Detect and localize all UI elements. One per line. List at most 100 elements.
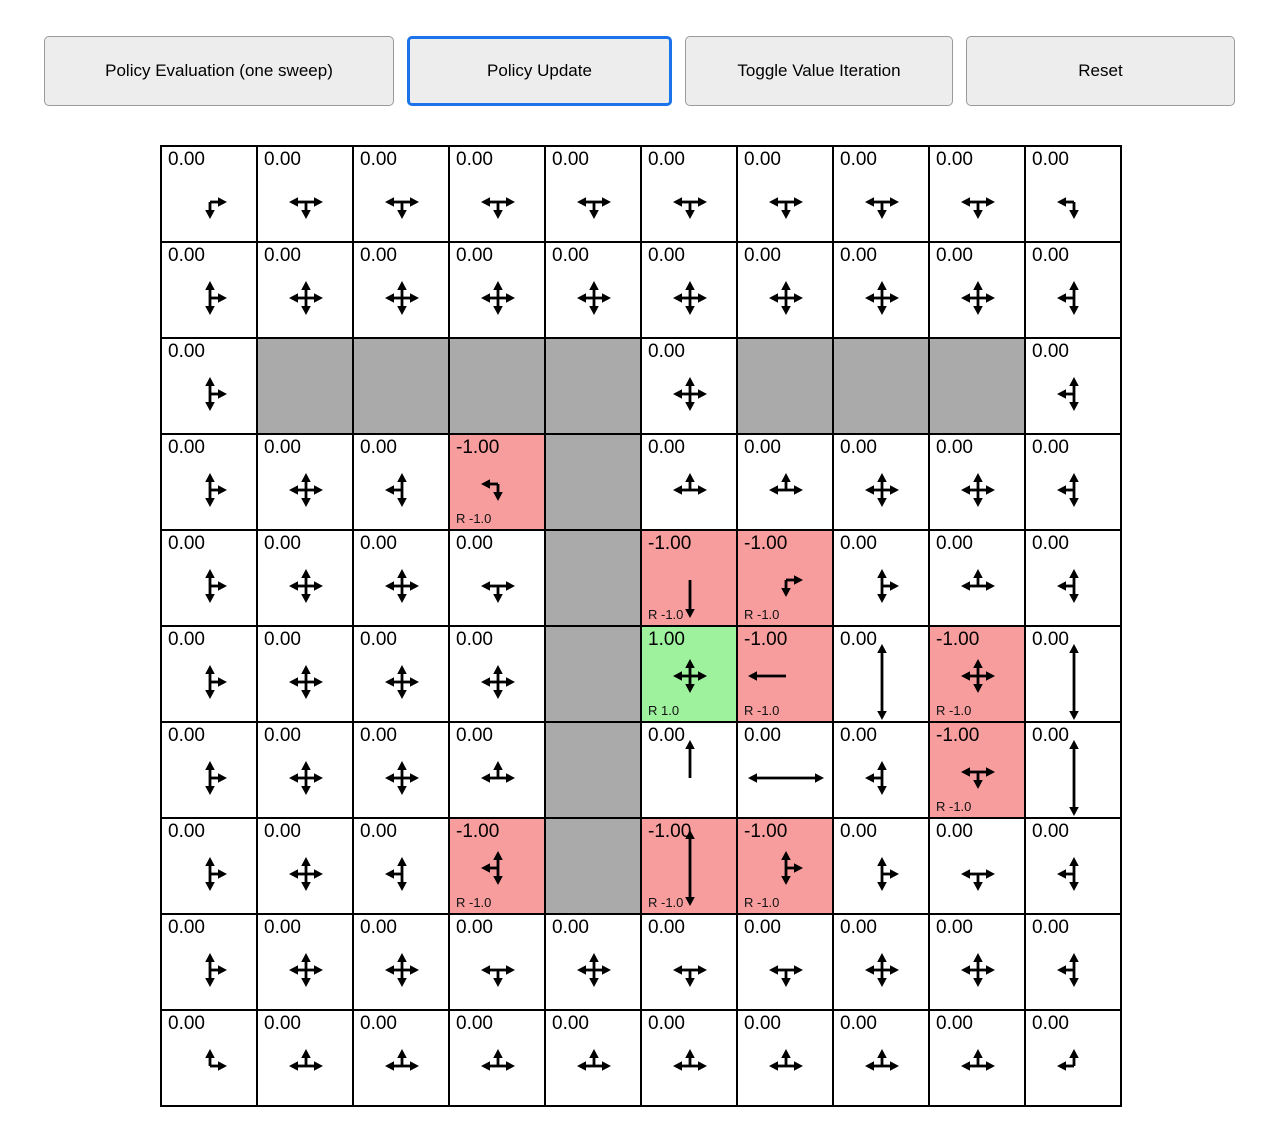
grid-cell[interactable]: 0.00 — [160, 1009, 258, 1107]
grid-cell[interactable]: 0.00 — [160, 529, 258, 627]
grid-cell[interactable]: 0.00 — [160, 337, 258, 435]
cell-reward: R -1.0 — [456, 511, 492, 526]
grid-cell[interactable]: -1.00 R -1.0 — [928, 625, 1026, 723]
grid-cell[interactable]: 0.00 — [1024, 817, 1122, 915]
grid-cell[interactable]: 0.00 — [448, 145, 546, 243]
grid-cell[interactable]: -1.00 R -1.0 — [640, 529, 738, 627]
grid-cell[interactable]: 0.00 — [832, 625, 930, 723]
grid-cell[interactable]: 0.00 — [736, 1009, 834, 1107]
grid-cell[interactable]: 0.00 — [640, 721, 738, 819]
grid-cell[interactable]: 0.00 — [928, 433, 1026, 531]
grid-cell[interactable]: 0.00 — [928, 529, 1026, 627]
grid-cell[interactable]: 0.00 — [352, 817, 450, 915]
grid-cell[interactable]: 0.00 — [928, 1009, 1026, 1107]
grid-cell[interactable]: 0.00 — [1024, 145, 1122, 243]
grid-cell[interactable]: 0.00 — [352, 913, 450, 1011]
grid-cell[interactable]: 0.00 — [352, 433, 450, 531]
grid-cell[interactable]: 0.00 — [1024, 433, 1122, 531]
grid-cell[interactable]: -1.00 R -1.0 — [640, 817, 738, 915]
grid-cell[interactable]: 0.00 — [1024, 721, 1122, 819]
grid-cell[interactable]: 0.00 — [640, 1009, 738, 1107]
cell-value: -1.00 — [456, 437, 500, 458]
grid-cell[interactable]: 0.00 — [352, 721, 450, 819]
grid-cell[interactable]: 0.00 — [160, 145, 258, 243]
grid-cell[interactable]: -1.00 R -1.0 — [736, 817, 834, 915]
grid-cell[interactable]: 0.00 — [544, 1009, 642, 1107]
grid-cell[interactable]: 0.00 — [928, 913, 1026, 1011]
grid-cell[interactable]: 0.00 — [832, 817, 930, 915]
grid-cell[interactable]: 0.00 — [1024, 913, 1122, 1011]
grid-cell[interactable]: 0.00 — [640, 337, 738, 435]
grid-cell[interactable]: 0.00 — [928, 145, 1026, 243]
grid-cell[interactable]: 0.00 — [544, 145, 642, 243]
grid-cell[interactable]: 1.00 R 1.0 — [640, 625, 738, 723]
grid-cell[interactable]: 0.00 — [736, 721, 834, 819]
grid-cell[interactable]: 0.00 — [256, 721, 354, 819]
grid-cell[interactable]: 0.00 — [1024, 241, 1122, 339]
grid-cell[interactable]: 0.00 — [928, 817, 1026, 915]
reset-button[interactable]: Reset — [966, 36, 1235, 106]
grid-cell[interactable]: 0.00 — [352, 1009, 450, 1107]
grid-cell[interactable]: 0.00 — [640, 913, 738, 1011]
grid-cell[interactable]: -1.00 R -1.0 — [448, 817, 546, 915]
grid-cell[interactable]: 0.00 — [640, 145, 738, 243]
grid-cell[interactable]: 0.00 — [352, 625, 450, 723]
policy-update-button[interactable]: Policy Update — [407, 36, 672, 106]
grid-cell[interactable]: 0.00 — [832, 721, 930, 819]
grid-cell[interactable]: 0.00 — [832, 529, 930, 627]
grid-cell[interactable]: 0.00 — [160, 241, 258, 339]
grid-cell[interactable]: 0.00 — [832, 913, 930, 1011]
grid-cell[interactable]: 0.00 — [352, 145, 450, 243]
cell-reward: R -1.0 — [456, 895, 492, 910]
grid-cell[interactable]: 0.00 — [160, 817, 258, 915]
grid-cell[interactable]: 0.00 — [160, 625, 258, 723]
grid-cell[interactable]: 0.00 — [448, 1009, 546, 1107]
grid-cell[interactable]: 0.00 — [736, 241, 834, 339]
grid-cell[interactable]: 0.00 — [256, 241, 354, 339]
grid-cell[interactable]: 0.00 — [1024, 1009, 1122, 1107]
grid-cell[interactable]: 0.00 — [256, 145, 354, 243]
grid-cell[interactable]: 0.00 — [448, 721, 546, 819]
grid-cell[interactable]: -1.00 R -1.0 — [448, 433, 546, 531]
grid-cell[interactable]: -1.00 R -1.0 — [928, 721, 1026, 819]
grid-cell[interactable]: 0.00 — [832, 433, 930, 531]
grid-cell[interactable]: 0.00 — [448, 241, 546, 339]
grid-cell[interactable]: 0.00 — [640, 433, 738, 531]
grid-cell[interactable]: 0.00 — [256, 1009, 354, 1107]
grid-cell[interactable]: 0.00 — [832, 1009, 930, 1107]
toggle-value-iteration-button[interactable]: Toggle Value Iteration — [685, 36, 953, 106]
cell-value: 0.00 — [936, 533, 973, 554]
grid-cell[interactable]: 0.00 — [160, 721, 258, 819]
grid-cell[interactable]: 0.00 — [352, 529, 450, 627]
grid-cell[interactable]: 0.00 — [256, 625, 354, 723]
grid-cell[interactable]: -1.00 R -1.0 — [736, 625, 834, 723]
cell-value: 0.00 — [840, 149, 877, 170]
grid-cell[interactable]: 0.00 — [256, 433, 354, 531]
grid-cell[interactable]: 0.00 — [1024, 337, 1122, 435]
grid-cell[interactable]: 0.00 — [736, 433, 834, 531]
grid-cell[interactable]: 0.00 — [352, 241, 450, 339]
grid-cell[interactable]: 0.00 — [448, 625, 546, 723]
wall-cell — [544, 721, 642, 819]
cell-value: 0.00 — [360, 725, 397, 746]
grid-cell[interactable]: 0.00 — [256, 913, 354, 1011]
grid-cell[interactable]: 0.00 — [160, 913, 258, 1011]
grid-cell[interactable]: 0.00 — [544, 241, 642, 339]
grid-cell[interactable]: 0.00 — [544, 913, 642, 1011]
grid-cell[interactable]: 0.00 — [640, 241, 738, 339]
policy-evaluation-button[interactable]: Policy Evaluation (one sweep) — [44, 36, 394, 106]
grid-cell[interactable]: 0.00 — [832, 145, 930, 243]
cell-value: 0.00 — [648, 917, 685, 938]
grid-cell[interactable]: 0.00 — [832, 241, 930, 339]
grid-cell[interactable]: 0.00 — [256, 817, 354, 915]
grid-cell[interactable]: 0.00 — [1024, 529, 1122, 627]
grid-cell[interactable]: 0.00 — [256, 529, 354, 627]
grid-cell[interactable]: 0.00 — [160, 433, 258, 531]
grid-cell[interactable]: 0.00 — [448, 913, 546, 1011]
grid-cell[interactable]: -1.00 R -1.0 — [736, 529, 834, 627]
grid-cell[interactable]: 0.00 — [736, 913, 834, 1011]
grid-cell[interactable]: 0.00 — [928, 241, 1026, 339]
grid-cell[interactable]: 0.00 — [448, 529, 546, 627]
grid-cell[interactable]: 0.00 — [736, 145, 834, 243]
grid-cell[interactable]: 0.00 — [1024, 625, 1122, 723]
